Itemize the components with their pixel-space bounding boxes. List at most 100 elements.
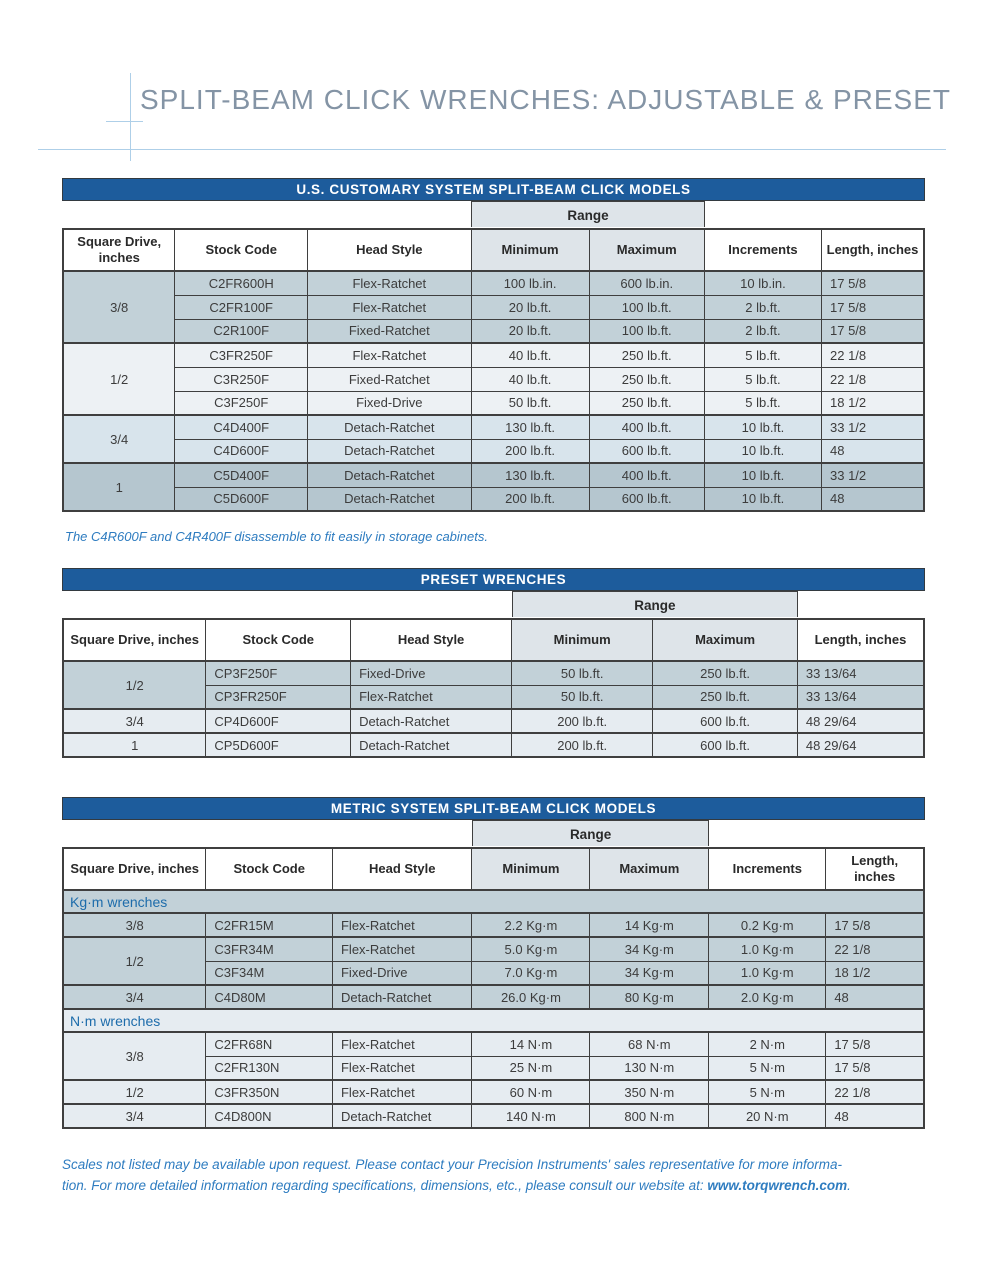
- table-row: C3R250F Fixed-Ratchet 40 lb.ft. 250 lb.ft. 5…: [63, 366, 925, 392]
- data-cell: 22 1/8: [825, 936, 925, 962]
- data-cell: Fixed-Drive: [331, 960, 473, 986]
- data-cell: Flex-Ratchet: [350, 684, 513, 710]
- data-cell: 2.0 Kg·m: [708, 984, 827, 1010]
- data-cell: 5 lb.ft.: [703, 390, 823, 416]
- section-label: Kg·m wrenches: [62, 889, 925, 914]
- data-cell: 17 5/8: [821, 270, 925, 296]
- footer-line2: tion. For more detailed information rega…: [62, 1177, 708, 1193]
- column-header: Stock Code: [205, 618, 352, 662]
- data-cell: Flex-Ratchet: [331, 1055, 473, 1081]
- data-cell: 600 lb.ft.: [588, 438, 705, 464]
- data-cell: C2FR600H: [174, 270, 309, 296]
- data-cell: 40 lb.ft.: [470, 366, 590, 392]
- column-header: Head Style: [331, 847, 473, 891]
- data-cell: 2 N·m: [708, 1031, 827, 1057]
- drive-size-cell: 1/2: [62, 342, 176, 416]
- data-cell: 48: [821, 486, 925, 512]
- data-cell: 40 lb.ft.: [470, 342, 590, 368]
- data-cell: Flex-Ratchet: [307, 294, 472, 320]
- data-cell: 400 lb.ft.: [588, 462, 705, 488]
- data-cell: C3FR250F: [174, 342, 309, 368]
- data-cell: C3F34M: [205, 960, 333, 986]
- metric-table-block: METRIC SYSTEM SPLIT-BEAM CLICK MODELS Ra…: [62, 797, 925, 1129]
- data-cell: Flex-Ratchet: [307, 342, 472, 368]
- data-cell: Flex-Ratchet: [331, 1031, 473, 1057]
- table-row: 1/2 CP3F250F Fixed-Drive 50 lb.ft. 250 lb.ft…: [62, 660, 925, 710]
- data-cell: C5D600F: [174, 486, 309, 512]
- data-cell: 50 lb.ft.: [511, 660, 654, 686]
- section-label: N·m wrenches: [62, 1008, 925, 1033]
- data-cell: 34 Kg·m: [589, 960, 710, 986]
- column-header: Head Style: [307, 228, 472, 272]
- footer-note: Scales not listed may be available upon …: [62, 1155, 925, 1197]
- range-header: Range: [511, 591, 799, 617]
- column-header: Length, inches: [825, 847, 925, 891]
- data-cell: 68 N·m: [589, 1031, 710, 1057]
- data-cell: 5.0 Kg·m: [471, 936, 591, 962]
- metric-table: Square Drive, inches Stock Code Head Style…: [62, 847, 925, 1129]
- drive-size-cell: 1: [62, 732, 207, 758]
- data-cell: 33 13/64: [796, 684, 925, 710]
- data-cell: 22 1/8: [821, 366, 925, 392]
- data-cell: Detach-Ratchet: [331, 984, 473, 1010]
- table-row: C4D600F Detach-Ratchet 200 lb.ft. 600 lb.ft…: [63, 438, 925, 464]
- data-cell: 26.0 Kg·m: [471, 984, 591, 1010]
- data-cell: 600 lb.ft.: [652, 708, 798, 734]
- data-cell: C3F250F: [174, 390, 309, 416]
- data-cell: Fixed-Ratchet: [307, 366, 472, 392]
- table-row: 1/2 C3FR250F Flex-Ratchet 40 lb.ft. 250 lb.f…: [62, 342, 925, 416]
- data-cell: 130 N·m: [589, 1055, 710, 1081]
- data-cell: C2FR100F: [174, 294, 309, 320]
- data-cell: 5 N·m: [708, 1079, 827, 1105]
- footer-line1: Scales not listed may be available upon …: [62, 1157, 842, 1172]
- data-cell: 250 lb.ft.: [588, 366, 705, 392]
- data-cell: 50 lb.ft.: [511, 684, 654, 710]
- table-row: CP3FR250F Flex-Ratchet 50 lb.ft. 250 lb.ft.…: [63, 684, 925, 710]
- column-header: Minimum: [511, 618, 654, 662]
- data-cell: 20 lb.ft.: [470, 318, 590, 344]
- data-cell: 600 lb.ft.: [652, 732, 798, 758]
- data-cell: Flex-Ratchet: [331, 936, 473, 962]
- data-cell: 130 lb.ft.: [470, 414, 590, 440]
- data-cell: C4D400F: [174, 414, 309, 440]
- section-header-row: N·m wrenches: [62, 1008, 925, 1033]
- preset-wrenches-table: Square Drive, inches Stock Code Head Style…: [62, 618, 925, 758]
- table-banner-metric: METRIC SYSTEM SPLIT-BEAM CLICK MODELS: [62, 797, 925, 820]
- preset-wrenches-table-block: PRESET WRENCHES Range Square Drive, inch…: [62, 568, 925, 758]
- data-cell: 17 5/8: [821, 318, 925, 344]
- data-cell: 7.0 Kg·m: [471, 960, 591, 986]
- range-strip-metric: Range: [62, 820, 925, 847]
- data-cell: Detach-Ratchet: [307, 438, 472, 464]
- data-cell: C3FR34M: [205, 936, 333, 962]
- data-cell: 350 N·m: [589, 1079, 710, 1105]
- decor-tick-line: [106, 121, 143, 122]
- website-link[interactable]: www.torqwrench.com: [707, 1177, 848, 1193]
- us-customary-table: Square Drive, inches Stock Code Head Style…: [62, 228, 925, 512]
- data-cell: 5 N·m: [708, 1055, 827, 1081]
- data-cell: 33 1/2: [821, 462, 925, 488]
- table-row: 1/2 C3FR350N Flex-Ratchet 60 N·m 350 N·m 5 N·…: [62, 1079, 925, 1105]
- data-cell: 250 lb.ft.: [588, 390, 705, 416]
- column-header: Minimum: [470, 228, 590, 272]
- data-cell: 20 N·m: [708, 1103, 827, 1129]
- data-cell: 200 lb.ft.: [470, 486, 590, 512]
- decor-horizontal-rule: [38, 149, 946, 150]
- data-cell: Flex-Ratchet: [307, 270, 472, 296]
- drive-size-cell: 1/2: [62, 660, 207, 710]
- table-row: C3F250F Fixed-Drive 50 lb.ft. 250 lb.ft. 5 l…: [63, 390, 925, 416]
- data-cell: 100 lb.ft.: [588, 318, 705, 344]
- data-cell: C4D800N: [205, 1103, 333, 1129]
- column-header: Maximum: [589, 847, 710, 891]
- data-cell: 1.0 Kg·m: [708, 936, 827, 962]
- data-cell: Detach-Ratchet: [307, 414, 472, 440]
- data-cell: Flex-Ratchet: [331, 1079, 473, 1105]
- data-cell: 14 Kg·m: [589, 912, 710, 938]
- data-cell: 5 lb.ft.: [703, 366, 823, 392]
- data-cell: 10 lb.ft.: [703, 414, 823, 440]
- section-header-row: Kg·m wrenches: [62, 889, 925, 914]
- data-cell: 100 lb.in.: [470, 270, 590, 296]
- table-row: 3/8 C2FR68N Flex-Ratchet 14 N·m 68 N·m 2 N·m 1…: [62, 1031, 925, 1081]
- data-cell: 1.0 Kg·m: [708, 960, 827, 986]
- drive-size-cell: 1: [62, 462, 176, 512]
